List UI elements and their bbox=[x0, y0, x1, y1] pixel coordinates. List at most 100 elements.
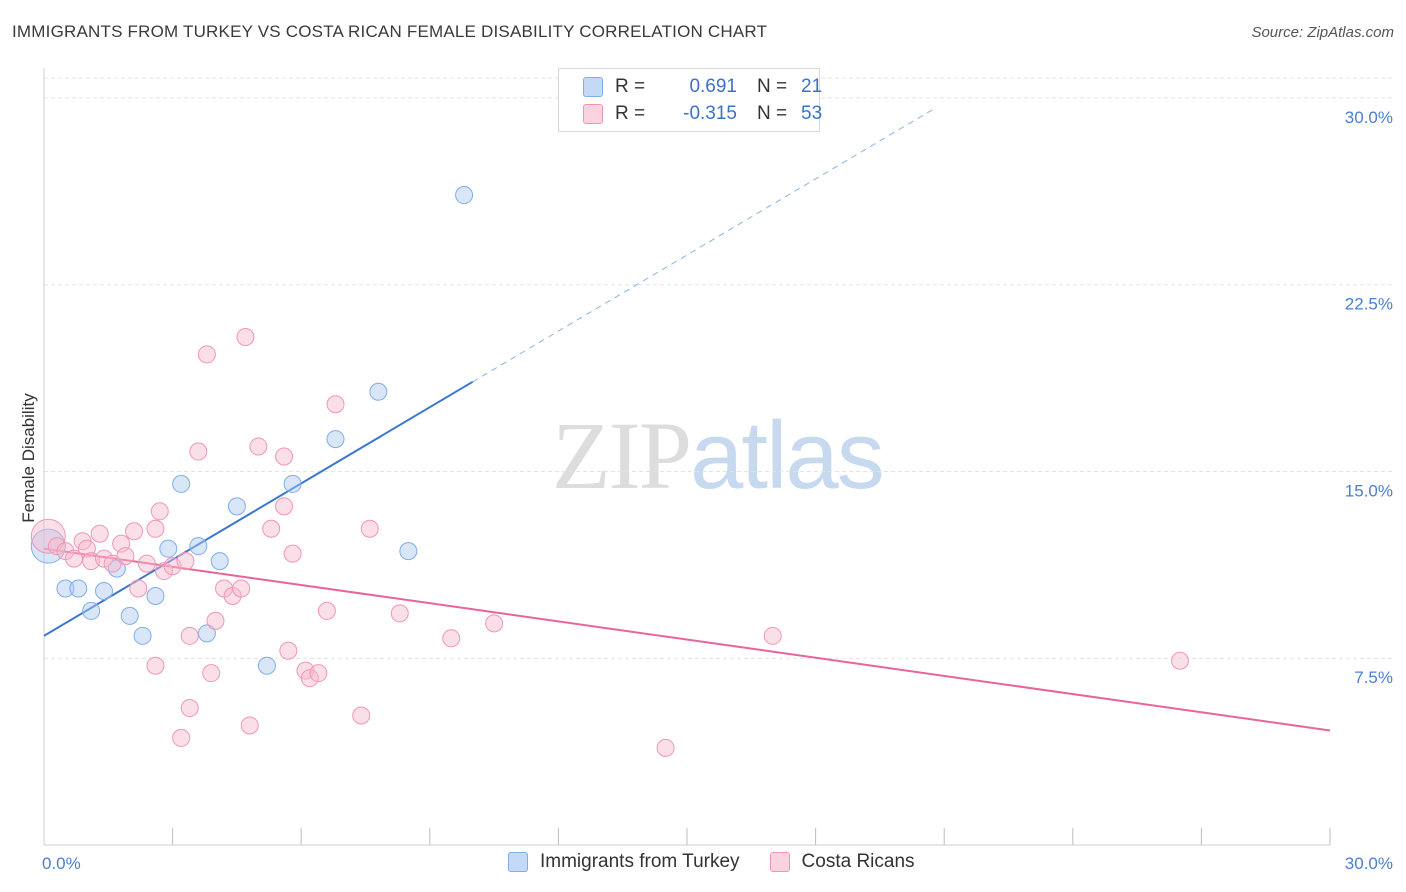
point-costa-rican bbox=[90, 524, 109, 543]
watermark-atlas: atlas bbox=[690, 402, 885, 509]
point-turkey bbox=[56, 579, 75, 598]
y-tick-label: 30.0% bbox=[1345, 108, 1393, 127]
point-costa-rican bbox=[352, 706, 371, 725]
point-turkey bbox=[189, 537, 208, 556]
legend-n-label: N = bbox=[757, 103, 788, 124]
chart-title: IMMIGRANTS FROM TURKEY VS COSTA RICAN FE… bbox=[12, 22, 768, 41]
data-points bbox=[30, 186, 1189, 757]
legend-r-value: 0.691 bbox=[689, 76, 737, 97]
legend-n-value: 21 bbox=[801, 76, 823, 97]
point-costa-rican bbox=[309, 664, 328, 683]
point-turkey bbox=[120, 606, 139, 625]
trend-line-extension bbox=[472, 107, 936, 383]
point-turkey bbox=[172, 474, 191, 493]
legend-r-value: -0.315 bbox=[683, 103, 737, 124]
point-turkey bbox=[146, 586, 165, 605]
point-turkey bbox=[326, 430, 345, 449]
point-turkey bbox=[283, 474, 302, 493]
point-costa-rican bbox=[197, 345, 216, 364]
point-turkey bbox=[399, 542, 418, 561]
legend-row-turkey: R = 0.691 N = 21 bbox=[583, 75, 822, 99]
point-costa-rican bbox=[1170, 651, 1189, 670]
series-swatch-costa-rican bbox=[769, 852, 790, 872]
source-label: Source: ZipAtlas.com bbox=[1251, 24, 1394, 41]
point-costa-rican bbox=[202, 664, 221, 683]
point-costa-rican bbox=[232, 579, 251, 598]
point-costa-rican bbox=[236, 327, 255, 346]
series-label-costa-rican: Costa Ricans bbox=[801, 851, 915, 872]
legend-swatch-turkey bbox=[583, 77, 603, 97]
point-costa-rican bbox=[656, 738, 675, 757]
legend-row-costa-rican: R = -0.315 N = 53 bbox=[583, 102, 822, 126]
point-turkey bbox=[95, 581, 114, 600]
trend-line-solid bbox=[43, 380, 474, 637]
point-costa-rican bbox=[390, 604, 409, 623]
point-costa-rican bbox=[129, 579, 148, 598]
point-costa-rican bbox=[47, 537, 66, 556]
point-turkey bbox=[210, 552, 229, 571]
point-costa-rican bbox=[360, 519, 379, 538]
point-costa-rican bbox=[763, 626, 782, 645]
point-costa-rican bbox=[279, 641, 298, 660]
point-costa-rican bbox=[262, 519, 281, 538]
point-costa-rican bbox=[275, 497, 294, 516]
point-costa-rican bbox=[240, 716, 259, 735]
series-legend-costa-rican: Costa Ricans bbox=[769, 851, 915, 873]
legend-n-label: N = bbox=[757, 76, 788, 97]
y-axis-label: Female Disability bbox=[19, 393, 38, 523]
point-costa-rican bbox=[283, 544, 302, 563]
point-costa-rican bbox=[275, 447, 294, 466]
point-turkey bbox=[257, 656, 276, 675]
y-tick-label: 22.5% bbox=[1345, 295, 1393, 314]
point-costa-rican bbox=[442, 629, 461, 648]
correlation-legend: R = 0.691 N = 21 R = -0.315 N = 53 bbox=[558, 68, 822, 132]
point-costa-rican bbox=[155, 562, 174, 581]
point-turkey bbox=[369, 382, 388, 401]
series-legend: Immigrants from Turkey Costa Ricans bbox=[508, 851, 945, 873]
gridlines bbox=[44, 77, 1392, 659]
point-turkey bbox=[69, 579, 88, 598]
point-costa-rican bbox=[176, 552, 195, 571]
trend-lines bbox=[43, 107, 1331, 732]
point-costa-rican bbox=[485, 614, 504, 633]
legend-r-label: R = bbox=[615, 103, 646, 124]
point-costa-rican bbox=[317, 601, 336, 620]
point-costa-rican bbox=[116, 547, 135, 566]
legend-swatch-costa-rican bbox=[583, 104, 603, 124]
x-tick-label: 30.0% bbox=[1345, 854, 1393, 873]
point-costa-rican bbox=[137, 554, 156, 573]
y-tick-label: 15.0% bbox=[1345, 481, 1393, 500]
point-costa-rican bbox=[180, 699, 199, 718]
series-swatch-turkey bbox=[508, 852, 528, 872]
point-costa-rican bbox=[172, 728, 191, 747]
point-costa-rican bbox=[146, 656, 165, 675]
watermark: ZIPatlas bbox=[552, 400, 885, 511]
point-costa-rican bbox=[146, 519, 165, 538]
watermark-zip: ZIP bbox=[552, 402, 692, 509]
trend-line-solid bbox=[43, 547, 1331, 732]
axes bbox=[43, 68, 1331, 846]
point-turkey bbox=[455, 186, 474, 205]
point-costa-rican bbox=[125, 522, 144, 541]
legend-r-label: R = bbox=[615, 76, 646, 97]
point-turkey bbox=[227, 497, 246, 516]
point-turkey bbox=[82, 601, 101, 620]
point-costa-rican bbox=[249, 437, 268, 456]
point-costa-rican bbox=[95, 549, 114, 568]
point-costa-rican bbox=[189, 442, 208, 461]
x-tick-label: 0.0% bbox=[42, 854, 81, 873]
y-tick-label: 7.5% bbox=[1354, 668, 1393, 687]
series-legend-turkey: Immigrants from Turkey bbox=[508, 851, 740, 873]
point-costa-rican bbox=[300, 669, 319, 688]
point-turkey bbox=[133, 626, 152, 645]
point-costa-rican bbox=[30, 518, 66, 554]
point-turkey bbox=[159, 539, 178, 558]
legend-n-value: 53 bbox=[801, 103, 823, 124]
series-label-turkey: Immigrants from Turkey bbox=[540, 851, 740, 872]
point-costa-rican bbox=[326, 395, 345, 414]
point-costa-rican bbox=[206, 611, 225, 630]
point-costa-rican bbox=[150, 502, 169, 521]
tick-labels: 7.5% 15.0% 22.5% 30.0% 0.0% 30.0% bbox=[42, 108, 1393, 873]
point-costa-rican bbox=[180, 626, 199, 645]
